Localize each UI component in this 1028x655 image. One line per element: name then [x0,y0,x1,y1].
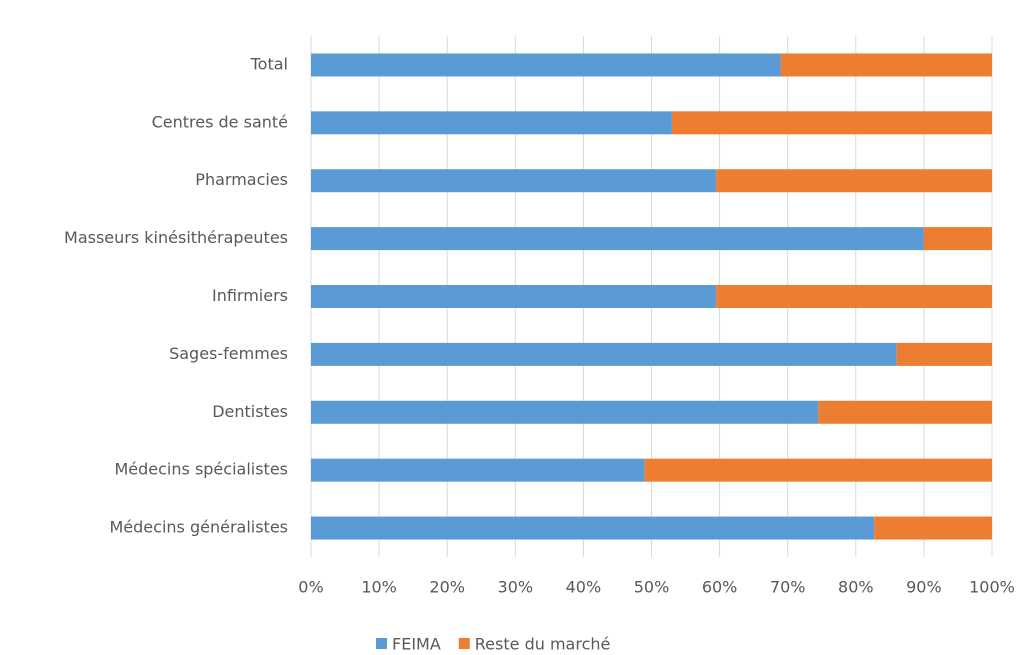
bar-segment [311,516,875,540]
bar-segment [818,400,992,424]
y-tick-label: Infirmiers [212,286,288,305]
y-tick-label: Pharmacies [195,170,288,189]
legend-swatch [376,638,387,649]
bar-segment [780,53,992,77]
x-tick-label: 30% [498,578,534,597]
bar-segment [874,516,992,540]
bar-segment [311,400,819,424]
bar-segment [311,285,717,308]
y-tick-label: Masseurs kinésithérapeutes [64,228,288,247]
bar-segment [716,169,992,193]
x-tick-label: 20% [429,578,465,597]
bar-segment [311,227,924,251]
legend-label: FEIMA [392,635,441,654]
y-tick-label: Sages-femmes [169,344,288,363]
y-tick-label: Médecins spécialistes [114,460,288,479]
bar-segment [716,285,992,308]
x-tick-label: 50% [634,578,670,597]
legend-label: Reste du marché [475,635,611,654]
bar-segment [671,111,992,135]
bar-segment [896,342,992,366]
x-tick-label: 100% [969,578,1015,597]
y-tick-label: Dentistes [212,402,288,421]
bar-segment [311,53,781,77]
x-tick-label: 80% [838,578,874,597]
x-tick-label: 10% [361,578,397,597]
x-tick-label: 40% [566,578,602,597]
bar-segment [311,169,717,193]
bar-segment [644,458,992,482]
y-tick-label: Centres de santé [152,112,288,131]
x-tick-label: 70% [770,578,806,597]
bar-segment [311,111,672,135]
legend-swatch [458,638,470,649]
x-tick-label: 90% [906,578,942,597]
bar-segment [311,342,897,366]
bar-segment [311,458,645,482]
y-tick-label: Total [250,54,288,73]
x-tick-label: 60% [702,578,738,597]
bar-segment [923,227,992,251]
y-tick-label: Médecins généralistes [110,518,289,537]
x-tick-label: 0% [298,578,323,597]
